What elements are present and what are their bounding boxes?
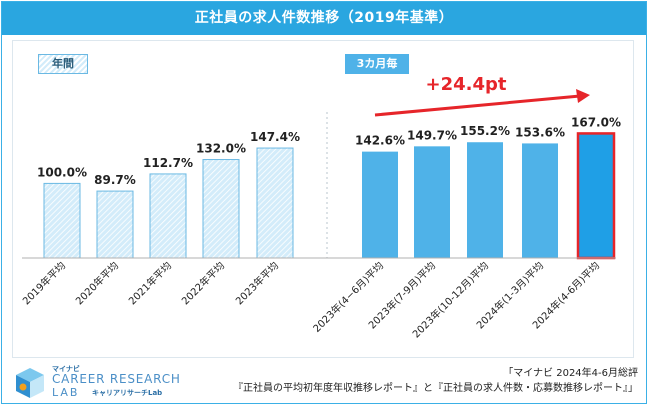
- data-label: 132.0%: [196, 142, 246, 156]
- trend-arrow-head: [576, 89, 590, 103]
- mynavi-logo: マイナビ CAREER RESEARCH LAB キャリアリサーチLab: [12, 364, 212, 400]
- trend-arrow-line: [374, 94, 581, 117]
- logo-subtitle: キャリアリサーチLab: [92, 389, 163, 397]
- x-tick-label: 2021年平均: [126, 259, 174, 307]
- quarterly-tag: 3カ月毎: [345, 54, 409, 74]
- bar: [149, 173, 187, 259]
- data-label: 147.4%: [250, 130, 300, 144]
- data-label: 89.7%: [94, 173, 136, 187]
- logo-brand-text: マイナビ: [52, 365, 80, 373]
- cube-logo-icon: [16, 368, 44, 398]
- bar: [414, 146, 450, 258]
- logo-career-research: CAREER RESEARCH: [52, 372, 181, 386]
- chart-title: 正社員の求人件数推移（2019年基準）: [2, 2, 646, 35]
- x-tick-label: 2019年平均: [20, 259, 68, 307]
- logo-lab: LAB: [52, 386, 80, 399]
- data-label: 149.7%: [407, 128, 457, 142]
- source-line-2: 『正社員の平均初年度年収推移レポート』と『正社員の求人件数・応募数推移レポート』…: [233, 383, 638, 394]
- annual-tag: 年間: [38, 54, 88, 74]
- bar: [467, 142, 503, 258]
- x-tick-label: 2023年平均: [233, 259, 281, 307]
- data-label: 112.7%: [143, 156, 193, 170]
- data-label: 167.0%: [571, 115, 621, 129]
- bar: [202, 159, 240, 259]
- source-note: 「マイナビ 2024年4-6月総評 『正社員の平均初年度年収推移レポート』と『正…: [233, 366, 638, 396]
- source-line-1: 「マイナビ 2024年4-6月総評: [503, 368, 638, 379]
- annotation-label: +24.4pt: [426, 74, 507, 95]
- bar: [96, 190, 134, 259]
- bar: [522, 143, 558, 258]
- data-label: 142.6%: [355, 134, 405, 148]
- x-tick-label: 2020年平均: [73, 259, 121, 307]
- bar: [362, 151, 398, 258]
- x-tick-label: 2022年平均: [179, 259, 227, 307]
- data-label: 153.6%: [515, 125, 565, 139]
- data-label: 100.0%: [37, 165, 87, 179]
- data-label: 155.2%: [460, 124, 510, 138]
- bar: [256, 147, 294, 259]
- bar-highlight: [576, 132, 616, 260]
- bar: [43, 182, 81, 259]
